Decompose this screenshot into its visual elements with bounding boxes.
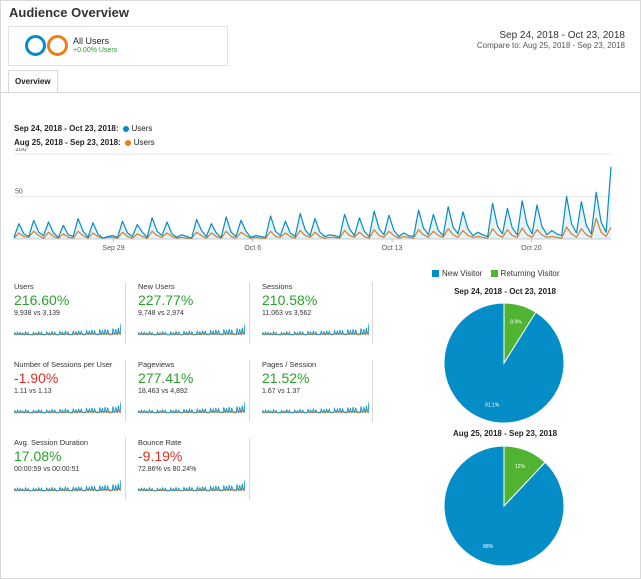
date-range-picker[interactable]: Sep 24, 2018 - Oct 23, 2018 — [499, 30, 625, 41]
legend-current-dot-icon — [122, 125, 129, 132]
metric-change: -9.19% — [138, 448, 183, 464]
metric-comparison: 11,063 vs 3,562 — [262, 310, 312, 317]
metric-change: 17.08% — [14, 448, 62, 464]
metric-tile[interactable]: Sessions 210.58% 11,063 vs 3,562 — [248, 282, 369, 346]
series-area-0 — [14, 166, 611, 239]
x-tick-label: Oct 6 — [244, 245, 261, 252]
metric-tile[interactable]: Bounce Rate -9.19% 72.86% vs 80.24% — [124, 438, 245, 502]
page-title: Audience Overview — [9, 5, 129, 20]
metric-divider — [125, 360, 126, 422]
metric-sparkline — [14, 479, 121, 492]
segment-change: +0.00% Users — [73, 47, 118, 54]
visitor-pie-previous[interactable]: 12% 88% — [443, 445, 567, 569]
metric-sparkline — [138, 401, 245, 414]
x-tick-label: Oct 20 — [521, 245, 542, 252]
metric-comparison: 9,938 vs 3,139 — [14, 310, 60, 317]
visitor-pie-current[interactable]: 8.9% 91.1% — [443, 302, 567, 426]
metric-name: Sessions — [262, 282, 293, 291]
metric-tile[interactable]: Avg. Session Duration 17.08% 00:00:59 vs 0… — [0, 438, 121, 502]
metric-divider — [372, 282, 373, 344]
metric-name: Number of Sessions per User — [14, 360, 113, 369]
tab-overview[interactable]: Overview — [8, 70, 58, 94]
metric-name: Pages / Session — [262, 360, 317, 369]
sparkline-current — [14, 323, 121, 336]
sparkline-current — [138, 323, 245, 336]
metric-divider — [249, 360, 250, 422]
pie-legend-returning: Returning Visitor — [500, 269, 560, 278]
metric-name: Avg. Session Duration — [14, 438, 89, 447]
metric-sparkline — [262, 401, 369, 414]
series-line-1 — [13, 218, 612, 239]
metric-sparkline — [14, 323, 121, 336]
metric-name: New Users — [138, 282, 175, 291]
pie-label-new: 91.1% — [485, 403, 500, 409]
legend-current: Sep 24, 2018 - Oct 23, 2018: Users — [14, 124, 152, 133]
users-line-chart[interactable]: 100 50 Sep 29 Oct 6 Oct 13 Oct 20 — [0, 148, 641, 253]
metric-tile[interactable]: Users 216.60% 9,938 vs 3,139 — [0, 282, 121, 346]
y-tick-label: 100 — [15, 148, 27, 153]
pie-label-new: 88% — [483, 544, 494, 550]
sparkline-current — [138, 401, 245, 414]
sparkline-current — [14, 479, 121, 492]
pie-title-current: Sep 24, 2018 - Oct 23, 2018 — [454, 287, 556, 296]
metric-tile[interactable]: Number of Sessions per User -1.90% 1.11 vs… — [0, 360, 121, 424]
metric-tile[interactable]: Pages / Session 21.52% 1.67 vs 1.37 — [248, 360, 369, 424]
legend-current-range: Sep 24, 2018 - Oct 23, 2018: — [14, 124, 119, 133]
metric-change: -1.90% — [14, 370, 59, 386]
metric-change: 21.52% — [262, 370, 310, 386]
legend-previous-series: Users — [133, 138, 155, 147]
metric-sparkline — [14, 401, 121, 414]
segment-orange-ring-icon — [47, 35, 68, 56]
sparkline-current — [14, 401, 121, 414]
metric-change: 216.60% — [14, 292, 70, 308]
metric-divider — [249, 282, 250, 344]
sparkline-current — [138, 479, 245, 492]
metric-name: Pageviews — [138, 360, 175, 369]
new-visitor-swatch-icon — [432, 270, 439, 278]
segment-name: All Users — [73, 36, 110, 46]
metric-comparison: 1.67 vs 1.37 — [262, 388, 301, 395]
pie-label-returning: 12% — [515, 464, 526, 470]
metric-sparkline — [138, 323, 245, 336]
legend-previous-dot-icon — [124, 139, 131, 146]
metric-comparison: 1.11 vs 1.13 — [14, 388, 52, 395]
metric-divider — [125, 282, 126, 344]
legend-current-series: Users — [131, 124, 153, 133]
metric-divider — [249, 438, 250, 500]
metric-change: 277.41% — [138, 370, 194, 386]
returning-visitor-swatch-icon — [490, 270, 498, 278]
date-range-compare[interactable]: Compare to: Aug 25, 2018 - Sep 23, 2018 — [476, 41, 625, 50]
metric-comparison: 18,463 vs 4,892 — [138, 388, 188, 395]
metric-divider — [125, 438, 126, 500]
metric-name: Bounce Rate — [138, 438, 182, 447]
legend-previous: Aug 25, 2018 - Sep 23, 2018: Users — [14, 138, 155, 147]
segment-picker[interactable]: All Users +0.00% Users — [8, 26, 228, 66]
metric-change: 227.77% — [138, 292, 194, 308]
pie-title-previous: Aug 25, 2018 - Sep 23, 2018 — [452, 429, 558, 438]
tab-divider — [0, 92, 641, 93]
sparkline-current — [262, 401, 369, 414]
metric-tile[interactable]: New Users 227.77% 9,748 vs 2,974 — [124, 282, 245, 346]
x-tick-label: Oct 13 — [382, 245, 403, 252]
metric-divider — [372, 360, 373, 422]
series-line-0 — [13, 166, 612, 239]
metric-sparkline — [138, 479, 245, 492]
legend-previous-range: Aug 25, 2018 - Sep 23, 2018: — [14, 138, 121, 147]
metric-tile[interactable]: Pageviews 277.41% 18,463 vs 4,892 — [124, 360, 245, 424]
sparkline-current — [262, 323, 369, 336]
pie-slice-returning-visitor — [503, 445, 546, 508]
metric-comparison: 00:00:59 vs 00:00:51 — [14, 466, 80, 473]
metric-comparison: 9,748 vs 2,974 — [138, 310, 184, 317]
pie-legend-new: New Visitor — [442, 269, 483, 278]
pie-label-returning: 8.9% — [510, 319, 522, 325]
x-tick-label: Sep 29 — [102, 245, 124, 252]
metric-comparison: 72.86% vs 80.24% — [138, 466, 197, 473]
pie-legend: New Visitor Returning Visitor — [432, 269, 560, 278]
metric-sparkline — [262, 323, 369, 336]
segment-blue-ring-icon — [25, 35, 46, 56]
metric-name: Users — [14, 282, 34, 291]
y-tick-label: 50 — [15, 189, 23, 196]
pie-slice-returning-visitor — [503, 302, 537, 365]
metric-change: 210.58% — [262, 292, 318, 308]
